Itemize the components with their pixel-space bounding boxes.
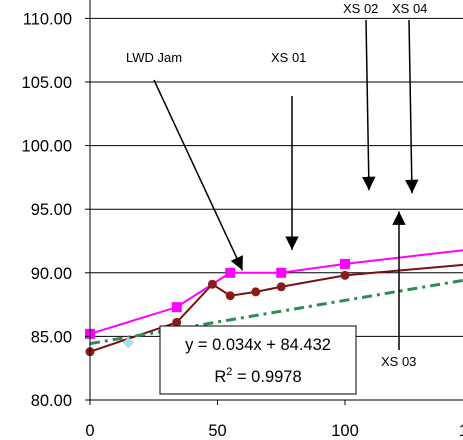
annotation-xs-04: XS 04	[392, 1, 427, 16]
equation-box-frame	[159, 325, 357, 395]
y-tick-label: 95.00	[31, 201, 72, 219]
trendline-r-squared: R2 = 0.9978	[214, 366, 301, 386]
axes: 80.00 85.00 90.00 95.00 100.00 105.00 110.00 0 5…	[22, 0, 463, 440]
magenta-square-line	[89, 249, 463, 335]
annotation-arrow	[362, 19, 376, 191]
data-point	[340, 258, 350, 269]
trendline-equation: y = 0.034x + 84.432	[185, 336, 331, 354]
data-point	[276, 282, 286, 292]
x-tick-label: 0	[85, 422, 94, 440]
data-point	[340, 270, 350, 280]
annotation-arrow	[153, 79, 244, 271]
data-point	[276, 267, 287, 278]
series-layer	[89, 249, 463, 353]
annotation-xs-02: XS 02	[343, 1, 378, 16]
trendline-equation-box: y = 0.034x + 84.432 R2 = 0.9978	[159, 325, 357, 395]
y-tick-label: 85.00	[31, 328, 72, 346]
annotation-arrows	[153, 19, 419, 350]
data-point	[225, 267, 236, 278]
annotation-labels: LWD Jam XS 01 XS 02 XS 04 XS 03	[126, 1, 427, 369]
annotation-xs-01: XS 01	[271, 50, 306, 65]
gridlines	[90, 17, 463, 337]
trendline	[89, 278, 463, 346]
annotation-xs-03: XS 03	[381, 354, 416, 369]
data-point	[207, 279, 217, 289]
x-tick-label: 100	[331, 422, 359, 440]
x-tick-label: 50	[208, 422, 226, 440]
data-point	[251, 287, 261, 297]
data-point	[172, 317, 182, 327]
y-tick-label: 80.00	[31, 392, 72, 410]
data-point	[225, 291, 235, 301]
x-tick-label: 150	[459, 422, 463, 440]
y-tick-label: 110.00	[23, 10, 72, 28]
data-point	[122, 337, 134, 349]
data-point	[171, 302, 182, 313]
y-tick-label: 90.00	[31, 265, 72, 283]
annotation-lwd-jam: LWD Jam	[126, 50, 182, 65]
y-tick-label: 105.00	[22, 74, 72, 92]
markers-layer	[85, 258, 350, 357]
y-tick-label: 100.00	[22, 138, 72, 156]
annotation-arrow	[405, 19, 419, 194]
